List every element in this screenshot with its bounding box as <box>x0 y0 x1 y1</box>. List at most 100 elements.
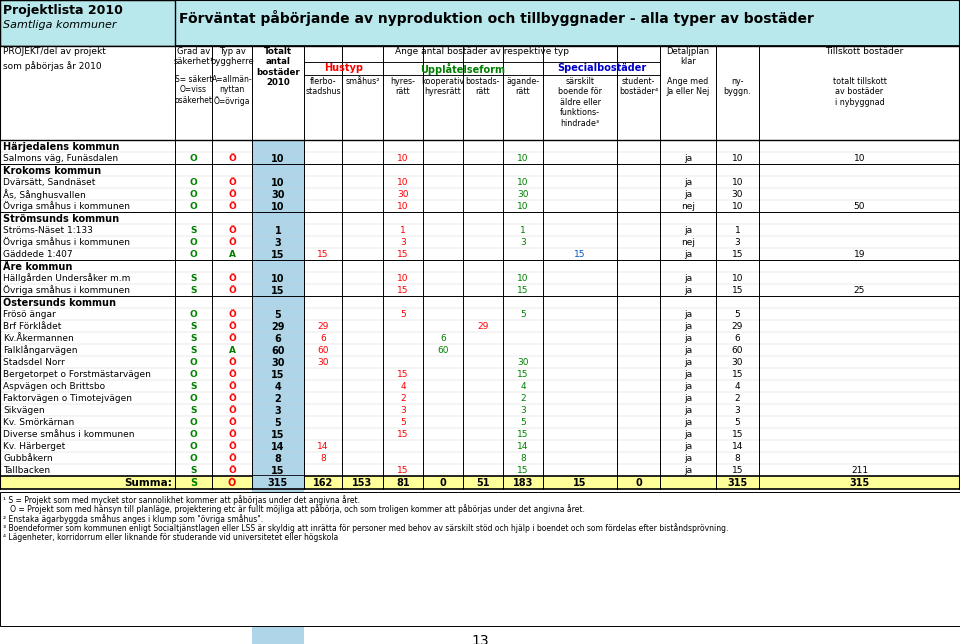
Text: som påbörjas år 2010: som påbörjas år 2010 <box>3 61 102 71</box>
Text: Övriga småhus i kommunen: Övriga småhus i kommunen <box>3 238 130 247</box>
Text: ja: ja <box>684 249 692 258</box>
Text: 5: 5 <box>520 310 526 319</box>
Text: 5: 5 <box>734 310 740 319</box>
Text: 0: 0 <box>636 478 642 488</box>
Bar <box>0 0 960 46</box>
Text: Specialbostäder: Specialbostäder <box>557 63 646 73</box>
Text: Dvärsätt, Sandnäset: Dvärsätt, Sandnäset <box>3 178 95 187</box>
Text: ja: ja <box>684 381 692 390</box>
Text: 10: 10 <box>397 274 409 283</box>
Text: 14: 14 <box>517 442 529 451</box>
Text: 15: 15 <box>272 466 285 475</box>
Text: småhus²: småhus² <box>346 77 380 86</box>
Text: 10: 10 <box>272 153 285 164</box>
Text: Ö: Ö <box>228 285 236 294</box>
Text: 10: 10 <box>732 274 743 283</box>
Text: 3: 3 <box>275 406 281 415</box>
Text: 3: 3 <box>520 238 526 247</box>
Text: 15: 15 <box>517 430 529 439</box>
Text: Typ av
byggherre: Typ av byggherre <box>210 47 253 66</box>
Text: Upplåtelseform: Upplåtelseform <box>420 63 506 75</box>
Text: student-
bostäder⁴: student- bostäder⁴ <box>619 77 658 97</box>
Text: 30: 30 <box>397 189 409 198</box>
Text: S: S <box>190 345 197 354</box>
Text: 4: 4 <box>520 381 526 390</box>
Text: Kv. Härberget: Kv. Härberget <box>3 442 65 451</box>
Text: Tallbacken: Tallbacken <box>3 466 50 475</box>
Text: 30: 30 <box>272 357 285 368</box>
Text: 19: 19 <box>853 249 865 258</box>
Bar <box>383 62 543 75</box>
Text: PROJEKT/del av projekt: PROJEKT/del av projekt <box>3 47 106 56</box>
Text: 30: 30 <box>517 357 529 366</box>
Text: 15: 15 <box>397 285 409 294</box>
Text: 15: 15 <box>397 466 409 475</box>
Text: O: O <box>190 370 198 379</box>
Text: 15: 15 <box>397 370 409 379</box>
Text: Summa:: Summa: <box>124 478 172 488</box>
Text: ja: ja <box>684 453 692 462</box>
Text: 15: 15 <box>517 285 529 294</box>
Text: Ö: Ö <box>228 310 236 319</box>
Text: 10: 10 <box>397 178 409 187</box>
Text: 15: 15 <box>272 249 285 260</box>
Text: 162: 162 <box>313 478 333 488</box>
Text: 3: 3 <box>734 406 740 415</box>
Text: 51: 51 <box>476 478 490 488</box>
Text: A=allmän-
nyttan
Ö=övriga: A=allmän- nyttan Ö=övriga <box>212 75 252 106</box>
Text: 10: 10 <box>397 153 409 162</box>
Text: kooperativ
hyresrätt: kooperativ hyresrätt <box>421 77 465 97</box>
Text: ja: ja <box>684 285 692 294</box>
Text: 15: 15 <box>573 478 587 488</box>
Text: 3: 3 <box>400 238 406 247</box>
Text: 15: 15 <box>317 249 328 258</box>
Text: flerbo-
stadshus: flerbo- stadshus <box>305 77 341 97</box>
Text: ja: ja <box>684 178 692 187</box>
Text: ja: ja <box>684 393 692 402</box>
Text: O: O <box>190 178 198 187</box>
Text: 4: 4 <box>275 381 281 392</box>
Text: O: O <box>190 430 198 439</box>
Text: O: O <box>190 310 198 319</box>
Bar <box>543 62 660 75</box>
Text: S: S <box>190 406 197 415</box>
Text: Ö: Ö <box>228 153 236 162</box>
Text: totalt tillskott
av bostäder
i nybyggnad: totalt tillskott av bostäder i nybyggnad <box>832 77 886 107</box>
Text: ja: ja <box>684 153 692 162</box>
Text: Ö: Ö <box>228 478 236 488</box>
Text: Detaljplan
klar: Detaljplan klar <box>666 47 709 66</box>
Text: 15: 15 <box>732 249 743 258</box>
Text: 29: 29 <box>732 321 743 330</box>
Text: 10: 10 <box>517 274 529 283</box>
Text: ja: ja <box>684 466 692 475</box>
Text: ⁴ Lägenheter, korridorrum eller liknande för studerande vid universitetet eller : ⁴ Lägenheter, korridorrum eller liknande… <box>3 533 338 542</box>
Text: 10: 10 <box>517 178 529 187</box>
Text: 8: 8 <box>520 453 526 462</box>
Text: Övriga småhus i kommunen: Övriga småhus i kommunen <box>3 285 130 296</box>
Text: 3: 3 <box>275 238 281 247</box>
Text: 6: 6 <box>320 334 325 343</box>
Text: 14: 14 <box>272 442 285 451</box>
Text: 30: 30 <box>732 357 743 366</box>
Text: 15: 15 <box>272 430 285 439</box>
Text: 6: 6 <box>440 334 445 343</box>
Text: Ö: Ö <box>228 381 236 390</box>
Text: Ö: Ö <box>228 225 236 234</box>
Text: 315: 315 <box>850 478 870 488</box>
Text: 30: 30 <box>732 189 743 198</box>
Bar <box>304 62 383 75</box>
Bar <box>0 0 175 46</box>
Text: 15: 15 <box>517 466 529 475</box>
Text: 3: 3 <box>734 238 740 247</box>
Text: Ö: Ö <box>228 321 236 330</box>
Text: Grad av
säkerhet¹: Grad av säkerhet¹ <box>174 47 213 66</box>
Text: Ö: Ö <box>228 238 236 247</box>
Text: O: O <box>190 238 198 247</box>
Text: 29: 29 <box>477 321 489 330</box>
Text: Ö: Ö <box>228 370 236 379</box>
Text: Ö: Ö <box>228 178 236 187</box>
Text: O = Projekt som med hänsyn till planläge, projektering etc är fullt möjliga att : O = Projekt som med hänsyn till planläge… <box>3 504 585 515</box>
Text: Gubbåkern: Gubbåkern <box>3 453 53 462</box>
Text: 8: 8 <box>275 453 281 464</box>
Text: 0: 0 <box>440 478 446 488</box>
